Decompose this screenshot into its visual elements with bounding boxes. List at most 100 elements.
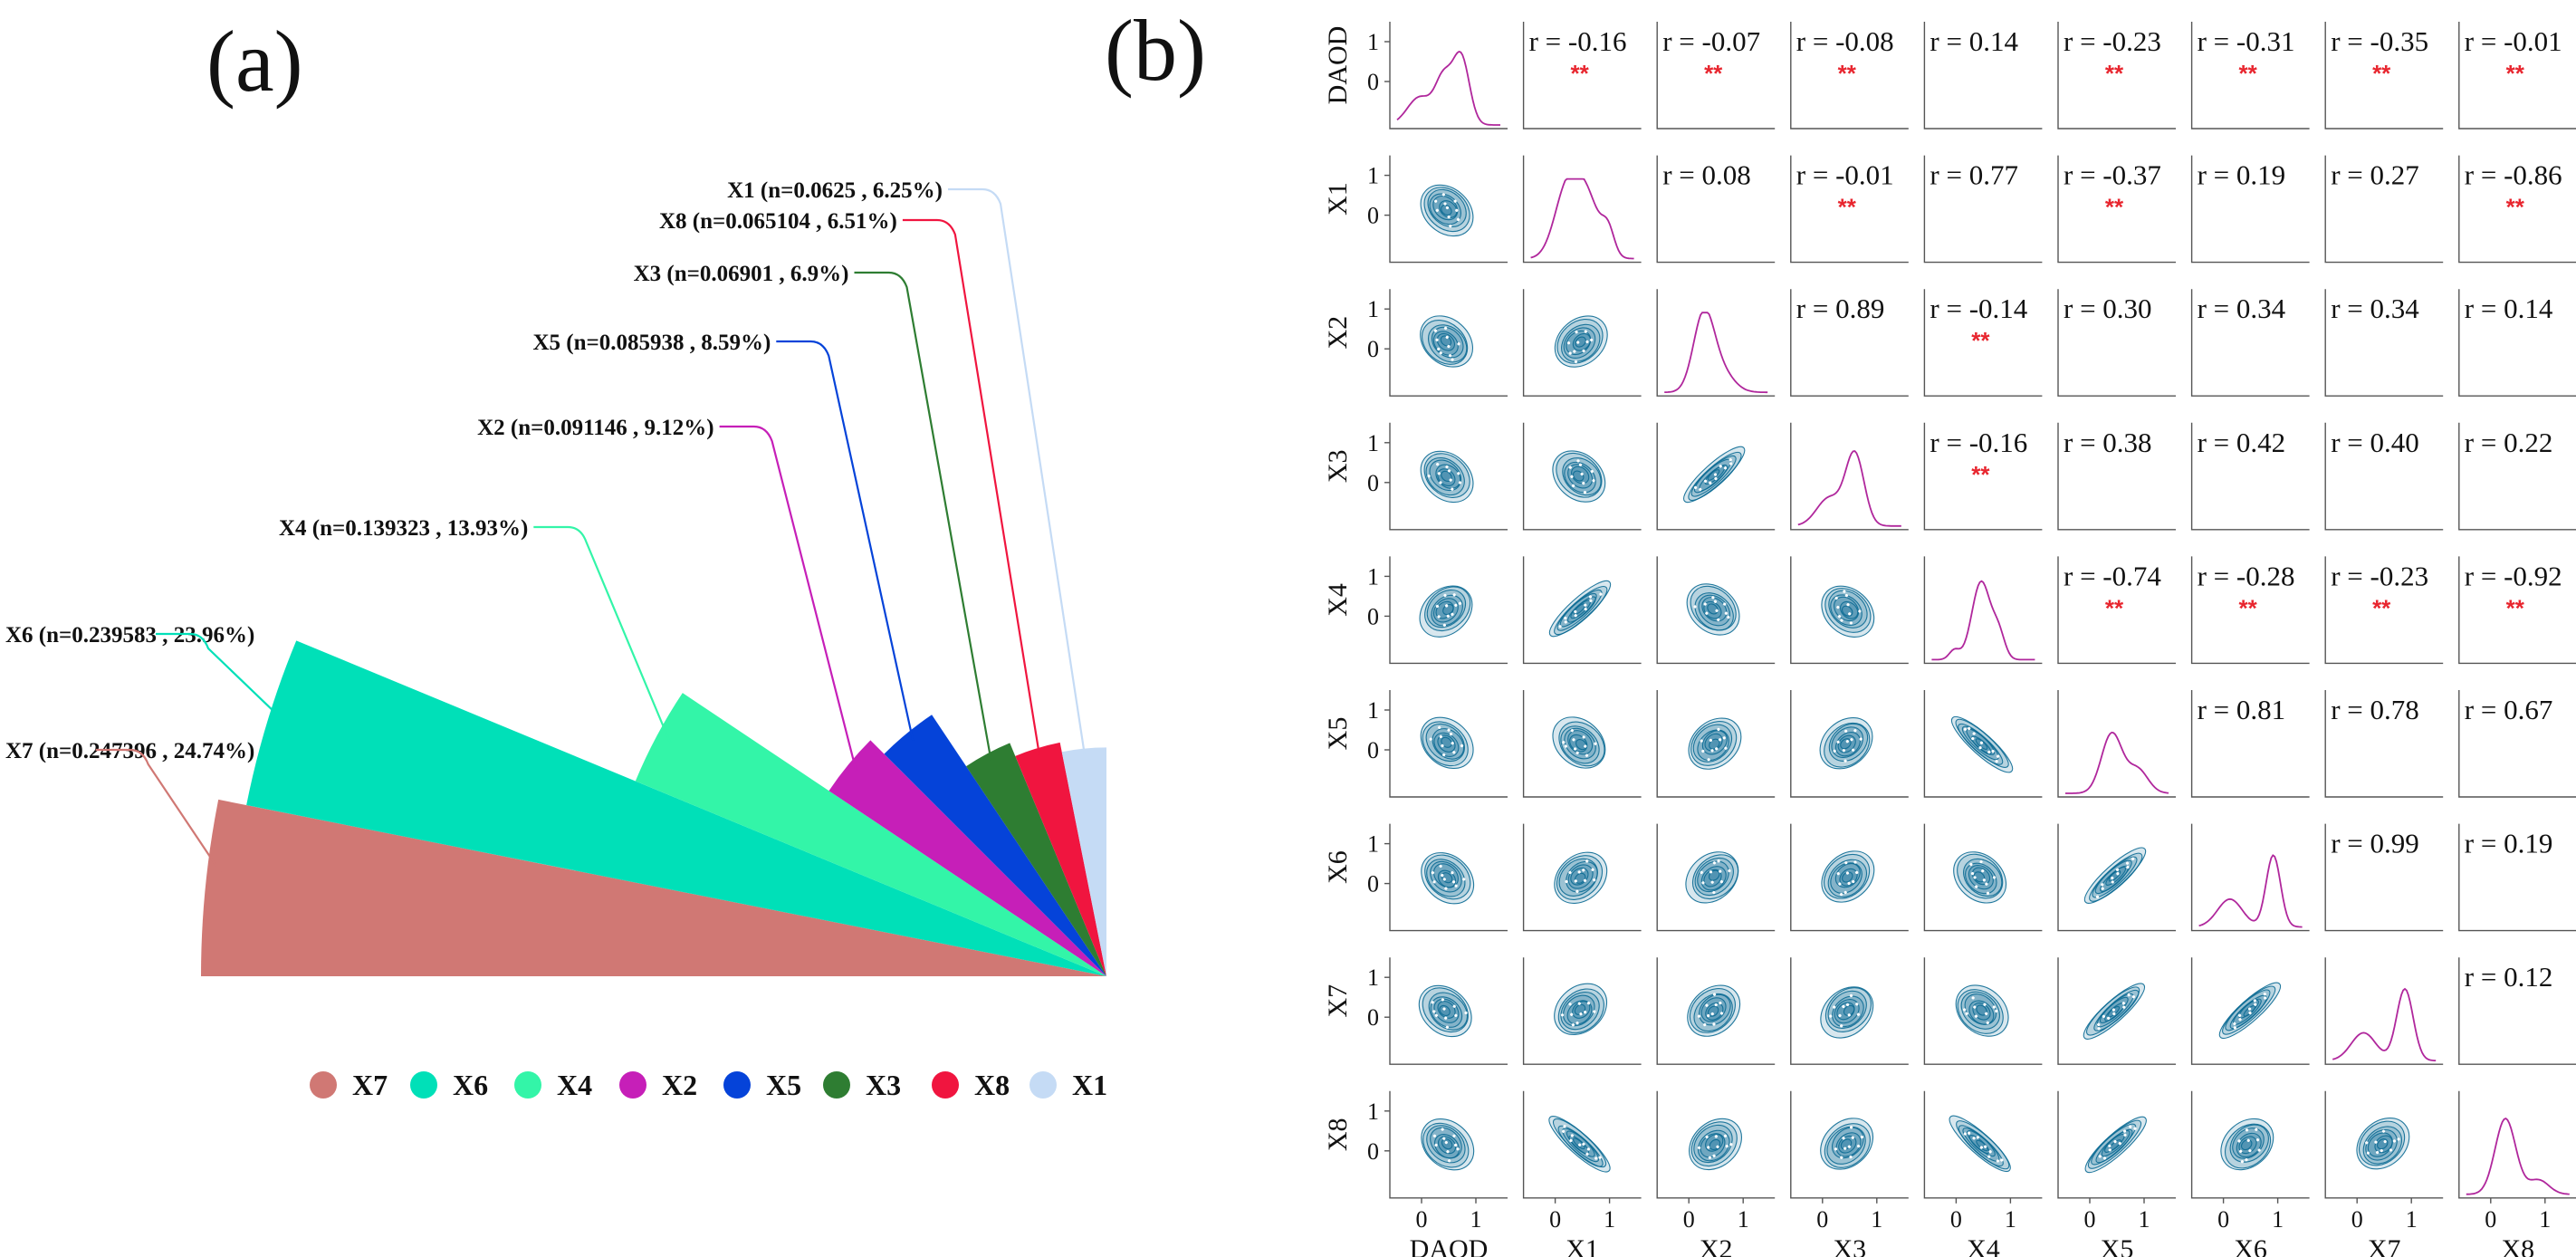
cell-x2-x6: r = 0.34 bbox=[2190, 289, 2310, 397]
correlation-value: r = -0.23 bbox=[2064, 25, 2161, 57]
cell-axes bbox=[2057, 690, 2176, 798]
callout-label-x1: X1 (n=0.0625 , 6.25%) bbox=[727, 178, 943, 203]
cell-axes bbox=[1522, 823, 1642, 932]
cell-axes bbox=[2057, 289, 2176, 397]
cell-axes bbox=[1389, 22, 1508, 130]
cell-axes bbox=[2057, 823, 2176, 932]
density-curve bbox=[1664, 312, 1768, 394]
cell-axes bbox=[1522, 289, 1642, 397]
cell-x1-x1 bbox=[1522, 155, 1642, 264]
cell-axes bbox=[2458, 690, 2576, 798]
y-tick-label: 1 bbox=[1367, 964, 1379, 991]
cell-x4-x6: r = -0.28 ** bbox=[2190, 556, 2310, 665]
correlation-value: r = 0.30 bbox=[2064, 293, 2152, 324]
callout-label-x3: X3 (n=0.06901 , 6.9%) bbox=[634, 262, 849, 286]
cell-daod-x2: r = -0.07 ** bbox=[1656, 22, 1776, 130]
correlation-value: r = -0.74 bbox=[2064, 560, 2161, 591]
density-curve bbox=[1931, 580, 2035, 661]
kde-contour bbox=[2356, 1118, 2410, 1170]
correlation-value: r = 0.42 bbox=[2198, 427, 2286, 458]
cell-axes bbox=[1923, 422, 2043, 531]
legend-marker-x5 bbox=[723, 1071, 751, 1099]
cell-axes bbox=[2190, 1090, 2310, 1199]
kde-contour bbox=[1687, 984, 1741, 1037]
kde-contour bbox=[2083, 847, 2147, 904]
cell-axes bbox=[1522, 690, 1642, 798]
x-tick-label: 1 bbox=[1470, 1206, 1482, 1233]
cell-x8-x6: 0 1X6 bbox=[2190, 1090, 2310, 1257]
y-tick-label: 0 bbox=[1367, 470, 1379, 496]
kde-contour bbox=[1689, 1118, 1742, 1171]
density-curve bbox=[1530, 178, 1634, 260]
x-tick-label: 0 bbox=[2485, 1206, 2496, 1233]
kde-contour bbox=[1420, 450, 1474, 504]
cell-axes bbox=[2324, 289, 2444, 397]
correlation-value: r = 0.19 bbox=[2198, 159, 2286, 191]
kde-contour bbox=[1421, 852, 1475, 905]
y-tick-label: 1 bbox=[1367, 163, 1379, 189]
cell-axes bbox=[1923, 823, 2043, 932]
col-label-x1: X1 bbox=[1566, 1234, 1599, 1257]
density-curve bbox=[2065, 731, 2169, 794]
cell-daod-x6: r = -0.31 ** bbox=[2190, 22, 2310, 130]
cell-x5-x8: r = 0.67 bbox=[2458, 690, 2576, 798]
cell-x1-x5: r = -0.37 ** bbox=[2057, 155, 2176, 264]
legend-label-x3: X3 bbox=[866, 1069, 901, 1101]
callout-line-x4 bbox=[533, 525, 672, 744]
x-tick-label: 0 bbox=[1416, 1206, 1428, 1233]
kde-contour bbox=[2218, 982, 2282, 1040]
cell-x3-x3 bbox=[1790, 422, 1909, 531]
cell-x5-x4 bbox=[1923, 690, 2043, 798]
cell-axes bbox=[1790, 155, 1909, 264]
cell-axes bbox=[2458, 422, 2576, 531]
cell-x8-x8: 0 1X8 bbox=[2458, 1090, 2576, 1257]
cell-axes bbox=[2190, 823, 2310, 932]
significance-marker: ** bbox=[2506, 594, 2525, 621]
kde-contour bbox=[1552, 450, 1606, 503]
rose-pie-chart: X7 (n=0.247396 , 24.74%) X6 (n=0.239583 ,… bbox=[5, 178, 1106, 976]
x-tick-label: 0 bbox=[2351, 1206, 2363, 1233]
kde-contour bbox=[1686, 583, 1740, 636]
y-tick-label: 0 bbox=[1367, 603, 1379, 629]
cell-x7-x4 bbox=[1923, 957, 2043, 1065]
correlation-value: r = -0.28 bbox=[2198, 560, 2295, 591]
correlation-value: r = 0.19 bbox=[2465, 828, 2553, 859]
y-tick-label: 0 bbox=[1367, 69, 1379, 95]
legend-label-x8: X8 bbox=[974, 1069, 1010, 1101]
row-label-x5: X5 bbox=[1323, 717, 1353, 751]
cell-axes bbox=[1522, 22, 1642, 130]
x-tick-label: 0 bbox=[2217, 1206, 2229, 1233]
callout-line-x6 bbox=[156, 632, 293, 731]
cell-daod-daod: 1 0 DAOD bbox=[1323, 22, 1508, 130]
callout-line-x3 bbox=[854, 271, 992, 761]
x-tick-label: 1 bbox=[1738, 1206, 1749, 1233]
cell-daod-x4: r = 0.14 bbox=[1923, 22, 2043, 130]
significance-marker: ** bbox=[2372, 594, 2391, 621]
slice-x2 bbox=[828, 740, 1106, 976]
correlation-value: r = 0.40 bbox=[2331, 427, 2419, 458]
significance-marker: ** bbox=[2506, 194, 2525, 221]
slice-x4 bbox=[635, 693, 1106, 976]
slice-x5 bbox=[884, 715, 1106, 976]
cell-x6-x6 bbox=[2190, 823, 2310, 932]
cell-axes bbox=[2190, 957, 2310, 1065]
cell-axes bbox=[2057, 556, 2176, 665]
cell-x8-x3: 0 1X3 bbox=[1790, 1090, 1909, 1257]
cell-x4-daod: 1 0 X4 bbox=[1323, 556, 1508, 665]
cell-axes bbox=[2057, 422, 2176, 531]
cell-axes bbox=[2458, 289, 2576, 397]
correlation-value: r = 0.27 bbox=[2331, 159, 2419, 191]
cell-axes bbox=[1522, 957, 1642, 1065]
x-tick-label: 1 bbox=[2139, 1206, 2150, 1233]
cell-axes bbox=[1790, 1090, 1909, 1199]
legend-marker-x1 bbox=[1029, 1071, 1057, 1099]
correlation-value: r = 0.22 bbox=[2465, 427, 2553, 458]
cell-axes bbox=[1923, 1090, 2043, 1199]
legend-marker-x2 bbox=[619, 1071, 646, 1099]
y-tick-label: 1 bbox=[1367, 1099, 1379, 1125]
correlation-value: r = -0.31 bbox=[2198, 25, 2295, 57]
row-label-x7: X7 bbox=[1323, 984, 1353, 1018]
legend-marker-x8 bbox=[932, 1071, 959, 1099]
x-tick-label: 1 bbox=[2539, 1206, 2551, 1233]
kde-contour bbox=[1953, 851, 2007, 904]
